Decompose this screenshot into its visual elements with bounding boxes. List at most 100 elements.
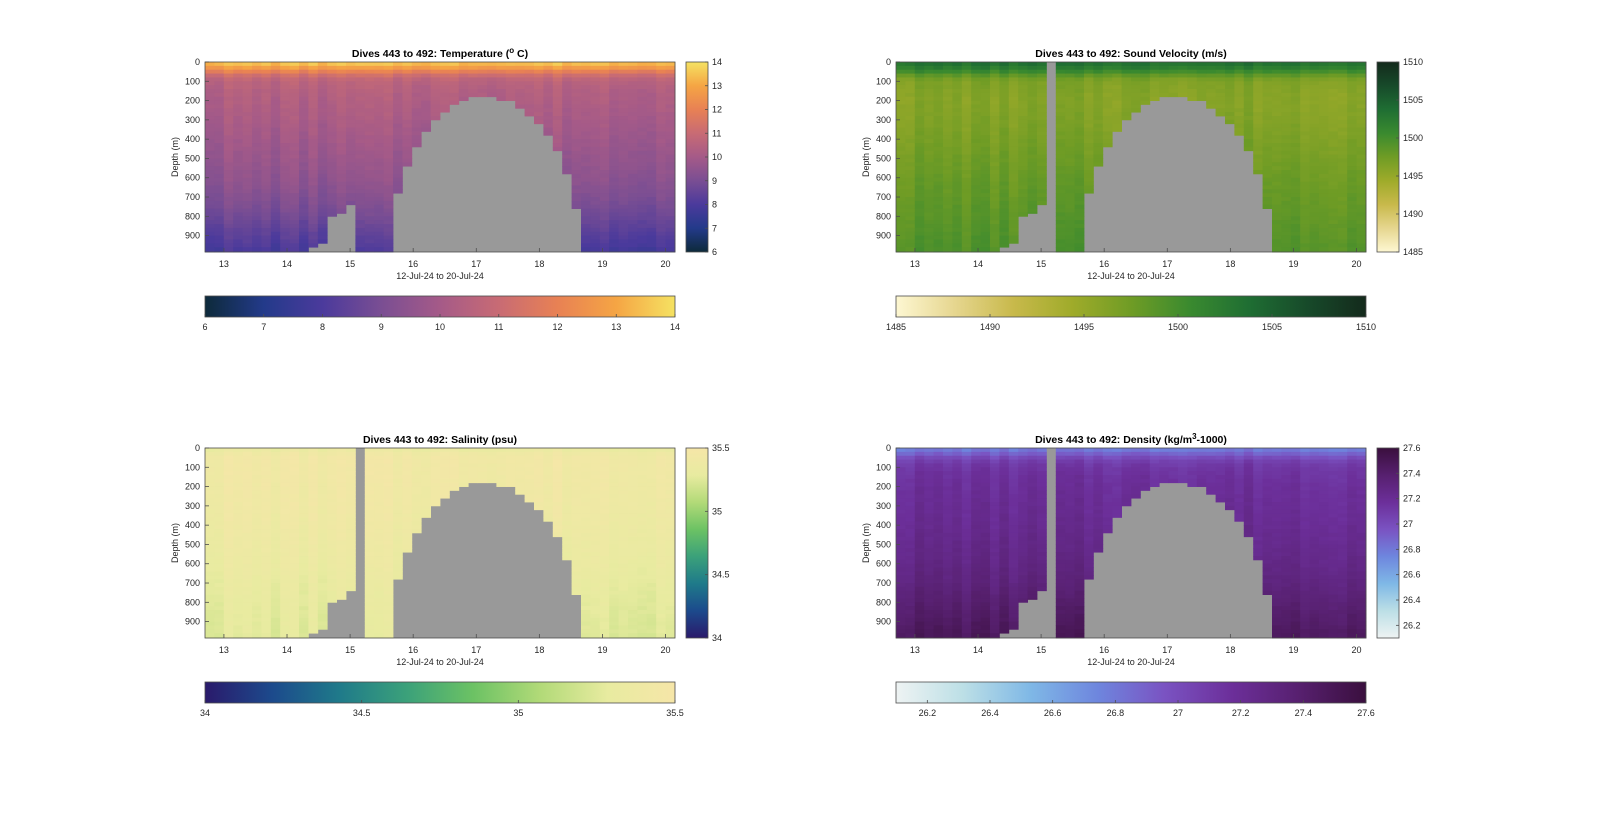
heatmap-cell [214, 610, 225, 615]
heatmap-cell [665, 189, 676, 194]
heatmap-cell [665, 131, 676, 136]
heatmap-cell [1290, 181, 1301, 186]
heatmap-cell [468, 448, 478, 453]
heatmap-cell [1347, 220, 1357, 225]
heatmap-cell [581, 146, 591, 152]
heatmap-cell [364, 602, 375, 607]
heatmap-cell [205, 65, 215, 71]
heatmap-cell [233, 625, 243, 630]
heatmap-cell [477, 455, 488, 460]
heatmap-cell [933, 170, 944, 175]
heatmap-cell [468, 451, 478, 457]
heatmap-cell [299, 590, 309, 595]
heatmap-cell [430, 459, 441, 464]
heatmap-cell [393, 119, 403, 125]
heatmap-cell [1008, 112, 1019, 117]
heatmap-cell [374, 521, 384, 526]
heatmap-cell [289, 162, 300, 167]
heatmap-cell [383, 575, 394, 580]
heatmap-cell [1347, 227, 1357, 233]
heatmap-cell [646, 85, 657, 90]
heatmap-cell [1084, 181, 1094, 186]
heatmap-cell [1272, 177, 1282, 182]
heatmap-cell [393, 544, 403, 549]
heatmap-cell [646, 77, 657, 82]
heatmap-cell [990, 65, 1000, 71]
heatmap-cell [1290, 227, 1301, 233]
heatmap-cell [1055, 235, 1066, 240]
heatmap-cell [336, 135, 347, 140]
heatmap-cell [289, 525, 300, 530]
heatmap-cell [924, 77, 934, 82]
heatmap-cell [980, 170, 991, 175]
heatmap-cell [1243, 96, 1254, 101]
heatmap-cell [980, 239, 991, 244]
heatmap-cell [308, 92, 319, 98]
heatmap-cell [1131, 96, 1141, 101]
heatmap-cell [1272, 208, 1282, 213]
heatmap-cell [336, 200, 347, 206]
heatmap-cell [656, 96, 666, 101]
heatmap-cell [1272, 108, 1282, 113]
heatmap-cell [458, 65, 469, 71]
heatmap-cell [905, 158, 916, 163]
heatmap-cell [383, 189, 394, 194]
heatmap-cell [1093, 62, 1104, 67]
heatmap-cell [534, 467, 544, 472]
heatmap-cell [646, 162, 657, 167]
heatmap-cell [896, 69, 906, 74]
heatmap-cell [449, 69, 460, 74]
heatmap-cell [590, 208, 601, 213]
heatmap-cell [289, 243, 300, 248]
heatmap-cell [515, 73, 525, 78]
heatmap-cell [665, 65, 676, 71]
heatmap-cell [317, 505, 328, 511]
heatmap-cell [336, 556, 347, 561]
heatmap-cell [317, 189, 328, 194]
heatmap-cell [317, 478, 328, 484]
heatmap-cell [383, 594, 394, 599]
heatmap-cell [223, 617, 234, 623]
heatmap-cell [1347, 170, 1357, 175]
heatmap-cell [990, 135, 1000, 140]
heatmap-cell [1290, 224, 1301, 229]
heatmap-cell [223, 455, 234, 460]
heatmap-cell [1149, 73, 1160, 78]
heatmap-cell [1196, 62, 1207, 67]
heatmap-cell [933, 227, 944, 233]
heatmap-cell [1272, 231, 1282, 237]
heatmap-cell [411, 131, 422, 136]
heatmap-cell [646, 127, 657, 132]
colorbar-right-label: 7 [712, 223, 717, 233]
heatmap-cell [346, 119, 356, 125]
heatmap-cell [1243, 85, 1254, 90]
heatmap-cell [242, 552, 253, 557]
y-tick-label: 200 [185, 96, 200, 106]
heatmap-cell [496, 451, 507, 457]
heatmap-cell [1309, 170, 1320, 175]
heatmap-cell [609, 181, 619, 186]
heatmap-cell [383, 131, 394, 136]
heatmap-cell [280, 89, 290, 94]
heatmap-cell [1168, 81, 1179, 86]
heatmap-cell [1008, 92, 1019, 98]
heatmap-cell [1281, 204, 1292, 209]
heatmap-cell [656, 235, 666, 240]
heatmap-cell [261, 567, 272, 572]
heatmap-cell [656, 220, 666, 225]
heatmap-cell [571, 471, 582, 476]
heatmap-cell [223, 548, 234, 553]
heatmap-cell [336, 586, 347, 592]
heatmap-cell [1074, 77, 1085, 82]
heatmap-cell [355, 185, 366, 190]
heatmap-cell [280, 173, 290, 179]
heatmap-cell [646, 81, 657, 86]
heatmap-cell [1309, 150, 1320, 155]
heatmap-cell [223, 498, 234, 503]
heatmap-cell [1140, 85, 1151, 90]
heatmap-cell [552, 116, 563, 121]
x-axis-label: 12-Jul-24 to 20-Jul-24 [1087, 271, 1175, 281]
heatmap-cell [571, 173, 582, 179]
heatmap-cell [487, 475, 497, 480]
heatmap-cell [440, 448, 450, 453]
